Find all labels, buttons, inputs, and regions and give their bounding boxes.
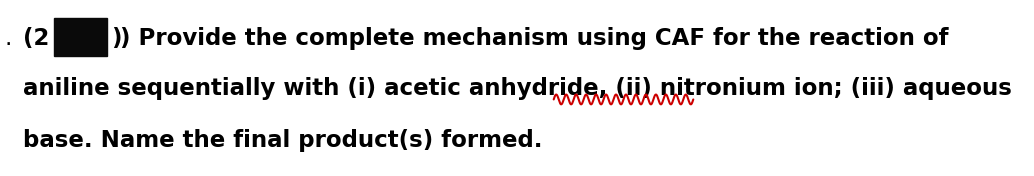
Text: (2: (2 xyxy=(23,27,50,50)
Text: ) Provide the complete mechanism using CAF for the reaction of: ) Provide the complete mechanism using C… xyxy=(120,27,948,50)
Bar xyxy=(54,18,107,56)
Text: base. Name the final product(s) formed.: base. Name the final product(s) formed. xyxy=(23,129,542,152)
Text: ): ) xyxy=(111,27,121,50)
Text: .: . xyxy=(4,27,11,50)
Text: aniline sequentially with (i) acetic anhydride, (ii) nitronium ion; (iii) aqueou: aniline sequentially with (i) acetic anh… xyxy=(23,77,1011,99)
